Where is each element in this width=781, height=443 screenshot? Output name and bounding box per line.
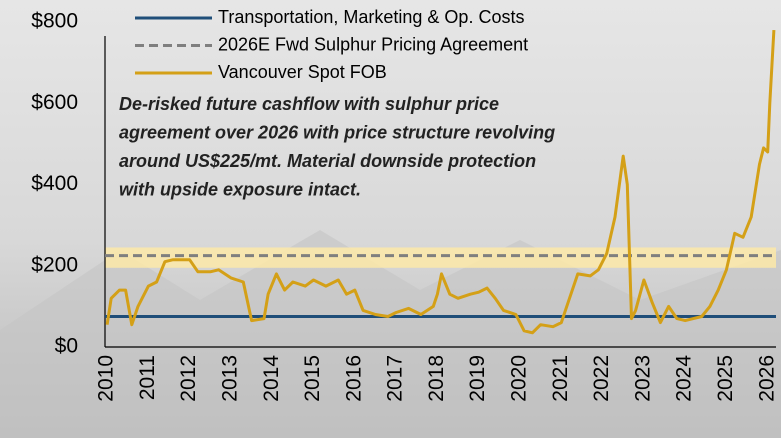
x-tick-label: 2012	[177, 355, 200, 402]
chart: $0 $200 $400 $600 $800 2010 2011 2012 2013 2014 20…	[0, 0, 781, 438]
x-tick-label: 2022	[590, 355, 613, 402]
legend-label: Vancouver Spot FOB	[218, 62, 387, 82]
y-tick-label: $0	[55, 335, 78, 358]
price-band	[105, 247, 776, 267]
y-tick-label: $200	[31, 253, 78, 276]
y-tick-label: $800	[31, 10, 78, 33]
annotation: agreement over 2026 with price structure…	[119, 122, 555, 142]
x-tick-label: 2023	[631, 355, 654, 402]
y-tick-label: $400	[31, 172, 78, 195]
annotation: De-risked future cashflow with sulphur p…	[119, 94, 499, 114]
x-tick-label: 2021	[549, 355, 572, 402]
x-tick-label: 2010	[95, 355, 118, 402]
x-tick-label: 2015	[301, 355, 324, 402]
x-tick-label: 2013	[218, 355, 241, 402]
legend-label: Transportation, Marketing & Op. Costs	[218, 7, 524, 27]
x-tick-label: 2020	[508, 355, 531, 402]
y-tick-label: $600	[31, 91, 78, 114]
x-tick-label: 2019	[466, 355, 489, 402]
x-tick-label: 2025	[714, 355, 737, 402]
x-tick-label: 2024	[673, 355, 696, 402]
legend-label: 2026E Fwd Sulphur Pricing Agreement	[218, 34, 528, 54]
x-tick-label: 2011	[136, 355, 159, 400]
x-tick-label: 2017	[384, 355, 407, 402]
annotation: around US$225/mt. Material downside prot…	[119, 151, 536, 171]
x-tick-label: 2026	[755, 355, 778, 402]
page: $0 $200 $400 $600 $800 2010 2011 2012 2013 2014 20…	[0, 0, 781, 443]
x-tick-label: 2018	[425, 355, 448, 402]
x-tick-label: 2014	[260, 355, 283, 402]
annotation: with upside exposure intact.	[119, 179, 361, 199]
x-tick-label: 2016	[342, 355, 365, 402]
